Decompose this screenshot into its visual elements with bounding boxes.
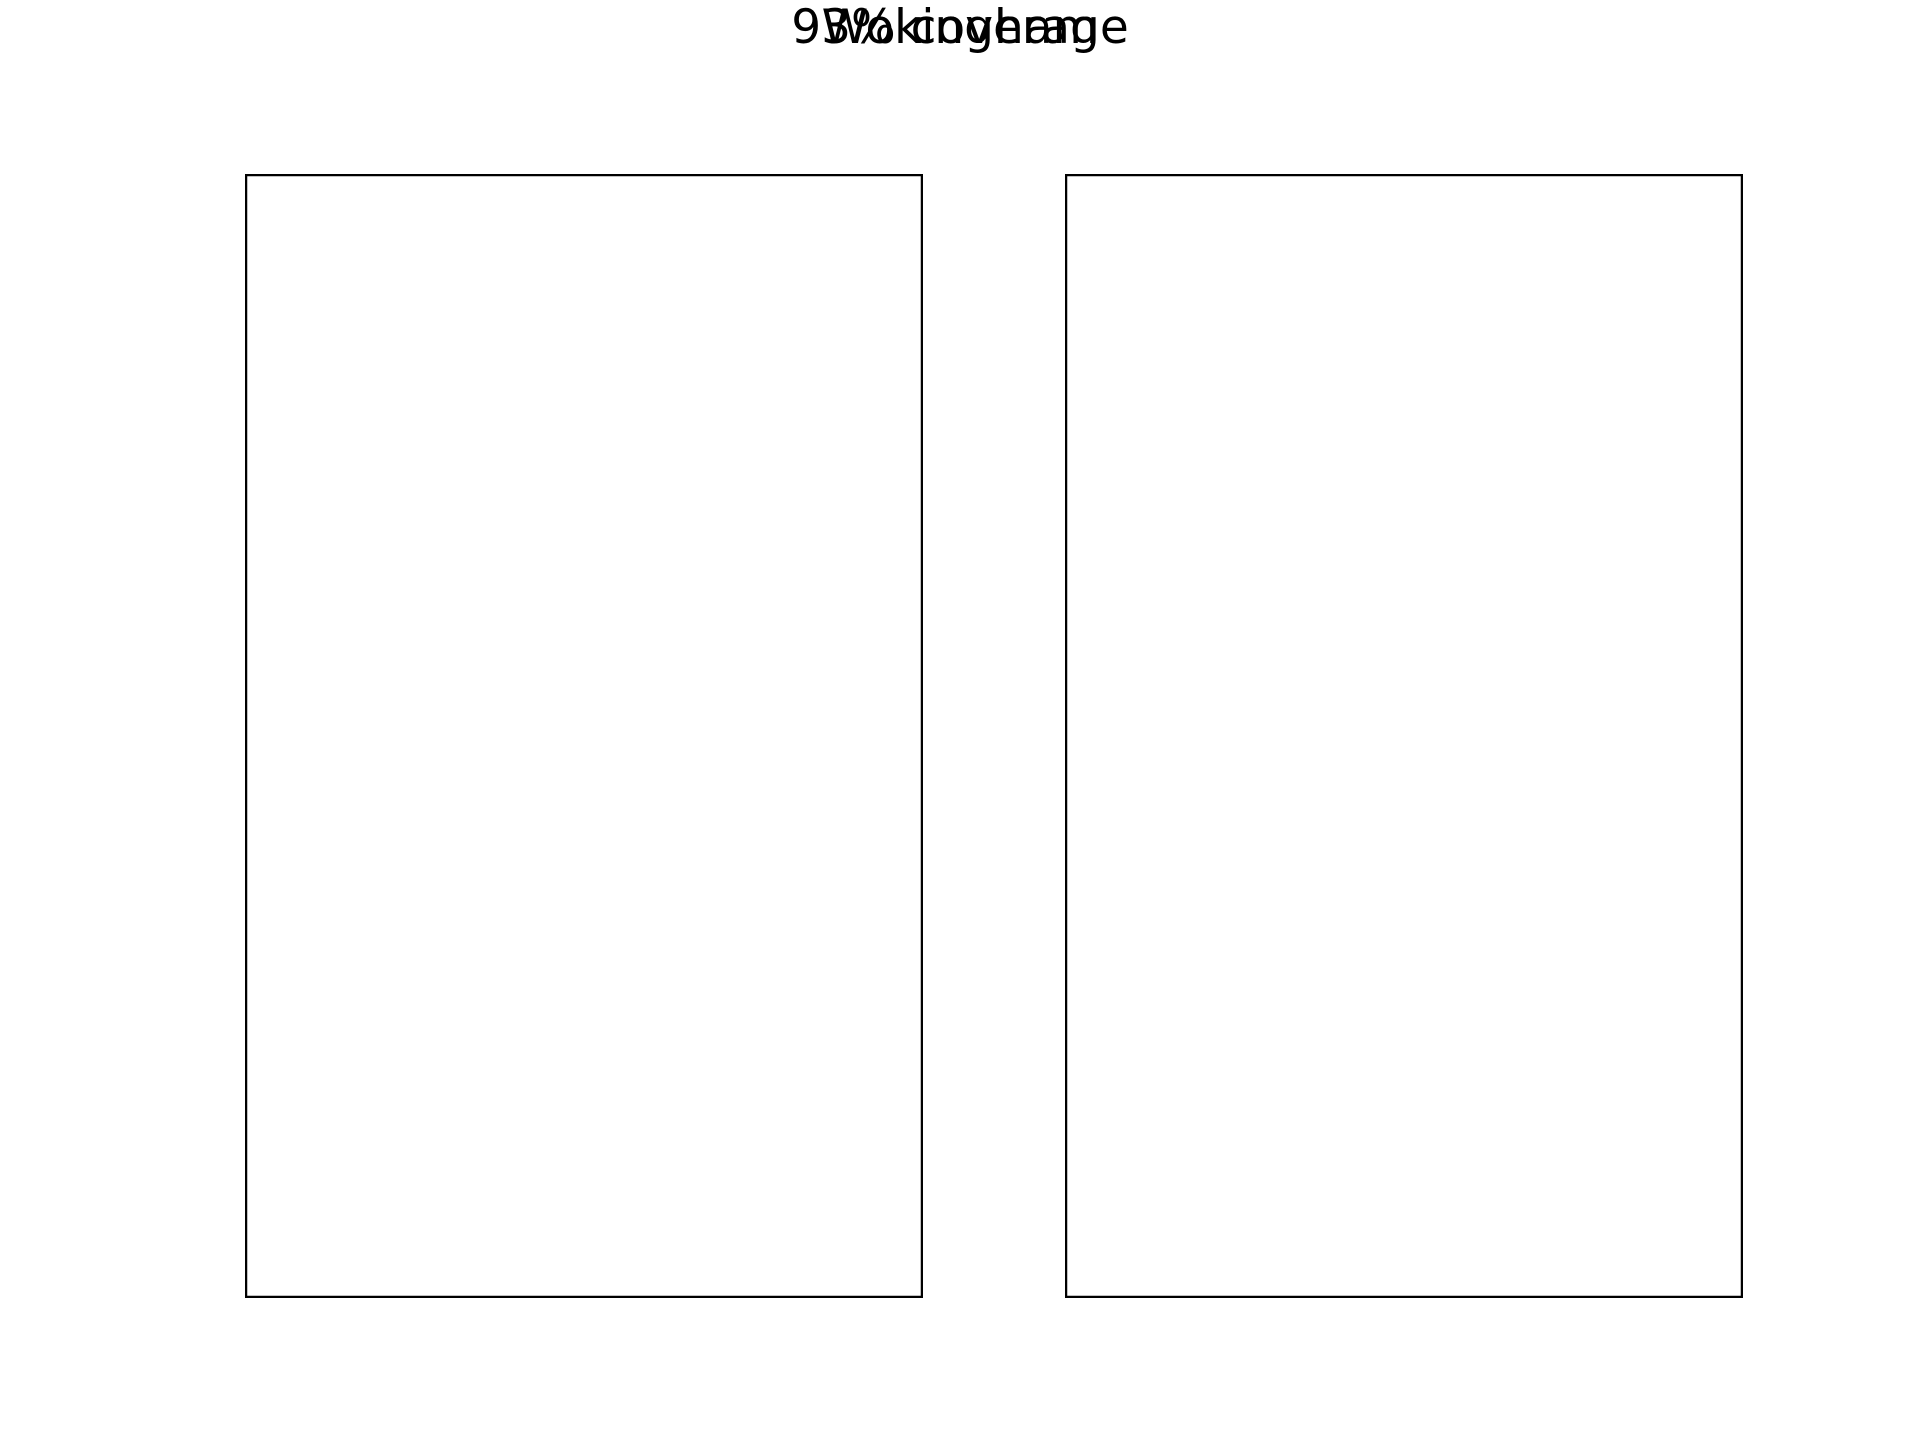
coverage-subtitle: 93% coverage xyxy=(791,0,1129,55)
circle-outlines-panel xyxy=(245,174,923,1298)
figure-title: Wokingham xyxy=(821,0,1099,55)
panel-frame xyxy=(1065,174,1743,1298)
panel-frame xyxy=(245,174,923,1298)
coverage-union-panel xyxy=(1065,174,1743,1298)
